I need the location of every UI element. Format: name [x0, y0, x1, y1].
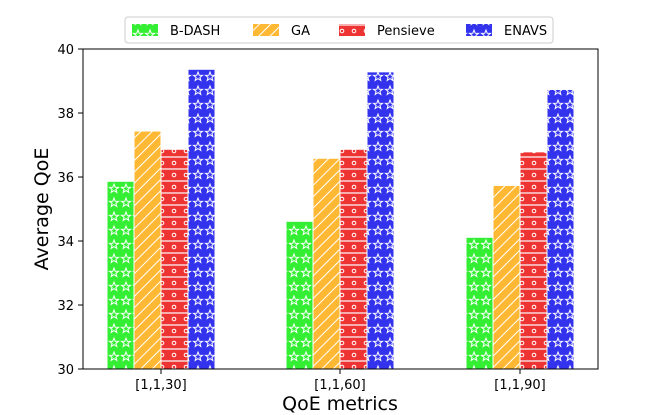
- legend-swatch-enavs: [466, 24, 492, 36]
- legend-item-enavs: ENAVS: [466, 24, 547, 39]
- x-tick-label: [1,1,30]: [135, 378, 187, 393]
- legend-swatch-ga: [253, 24, 279, 36]
- y-tick-label: 30: [57, 363, 74, 378]
- legend-swatch-pensieve: [339, 24, 365, 36]
- legend-item-b-dash: B-DASH: [132, 24, 220, 39]
- bar-ga-1: [134, 131, 161, 369]
- y-tick-label: 34: [57, 235, 74, 250]
- y-axis-title: Average QoE: [31, 148, 53, 271]
- legend: B-DASH GA Pensieve ENAVS: [124, 16, 554, 44]
- bar-ga-3: [493, 185, 520, 369]
- x-tick-label: [1,1,60]: [314, 378, 366, 393]
- x-axis: [1,1,30] [1,1,60] [1,1,90]: [135, 369, 546, 393]
- bar-ga-2: [313, 158, 340, 369]
- legend-label-ga: GA: [291, 24, 310, 39]
- y-tick-label: 32: [57, 299, 74, 314]
- y-axis: 30 32 34 36 38 40: [57, 43, 83, 378]
- y-tick-label: 36: [57, 171, 74, 186]
- bar-pensieve-3: [520, 152, 547, 369]
- bar-enavs-2: [367, 72, 394, 370]
- legend-label-b-dash: B-DASH: [170, 24, 220, 39]
- legend-label-pensieve: Pensieve: [377, 24, 435, 39]
- legend-swatch-b-dash: [132, 24, 158, 36]
- bars-group: [107, 69, 574, 370]
- bar-b-dash-3: [466, 237, 493, 369]
- bar-pensieve-1: [161, 149, 188, 369]
- bar-pensieve-2: [340, 149, 367, 369]
- y-tick-label: 38: [57, 107, 74, 122]
- y-tick-label: 40: [57, 43, 74, 58]
- bar-enavs-1: [188, 69, 215, 370]
- bar-b-dash-1: [107, 181, 134, 369]
- x-axis-title: QoE metrics: [282, 393, 398, 415]
- x-tick-label: [1,1,90]: [494, 378, 546, 393]
- bar-b-dash-2: [286, 221, 313, 369]
- legend-item-pensieve: Pensieve: [339, 24, 435, 39]
- legend-item-ga: GA: [253, 24, 310, 39]
- legend-label-enavs: ENAVS: [504, 24, 547, 39]
- bar-enavs-3: [547, 89, 574, 370]
